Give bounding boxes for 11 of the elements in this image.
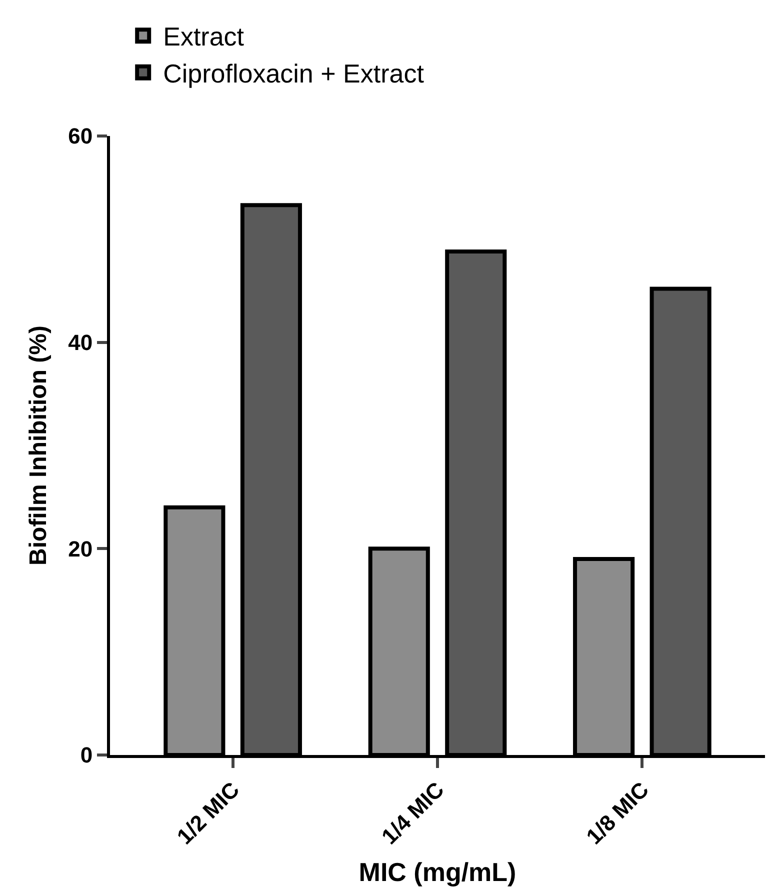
y-tick-label: 20 xyxy=(68,536,93,562)
x-tick-label: 1/8 MIC xyxy=(581,776,654,850)
y-tick-label: 40 xyxy=(68,330,93,356)
x-tick-label: 1/2 MIC xyxy=(172,776,244,850)
legend-label: Extract xyxy=(163,22,245,52)
y-tick-label: 0 xyxy=(80,742,93,768)
y-tick-label: 60 xyxy=(68,124,93,149)
legend-label: Ciprofloxacin + Extract xyxy=(163,58,425,89)
x-tick-label: 1/4 MIC xyxy=(376,776,449,850)
y-axis-title: Biofilm Inhibition (%) xyxy=(25,326,52,566)
x-axis-title: MIC (mg/mL) xyxy=(358,856,516,887)
